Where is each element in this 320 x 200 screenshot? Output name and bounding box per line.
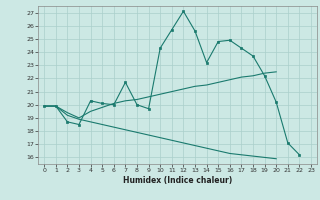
X-axis label: Humidex (Indice chaleur): Humidex (Indice chaleur) <box>123 176 232 185</box>
